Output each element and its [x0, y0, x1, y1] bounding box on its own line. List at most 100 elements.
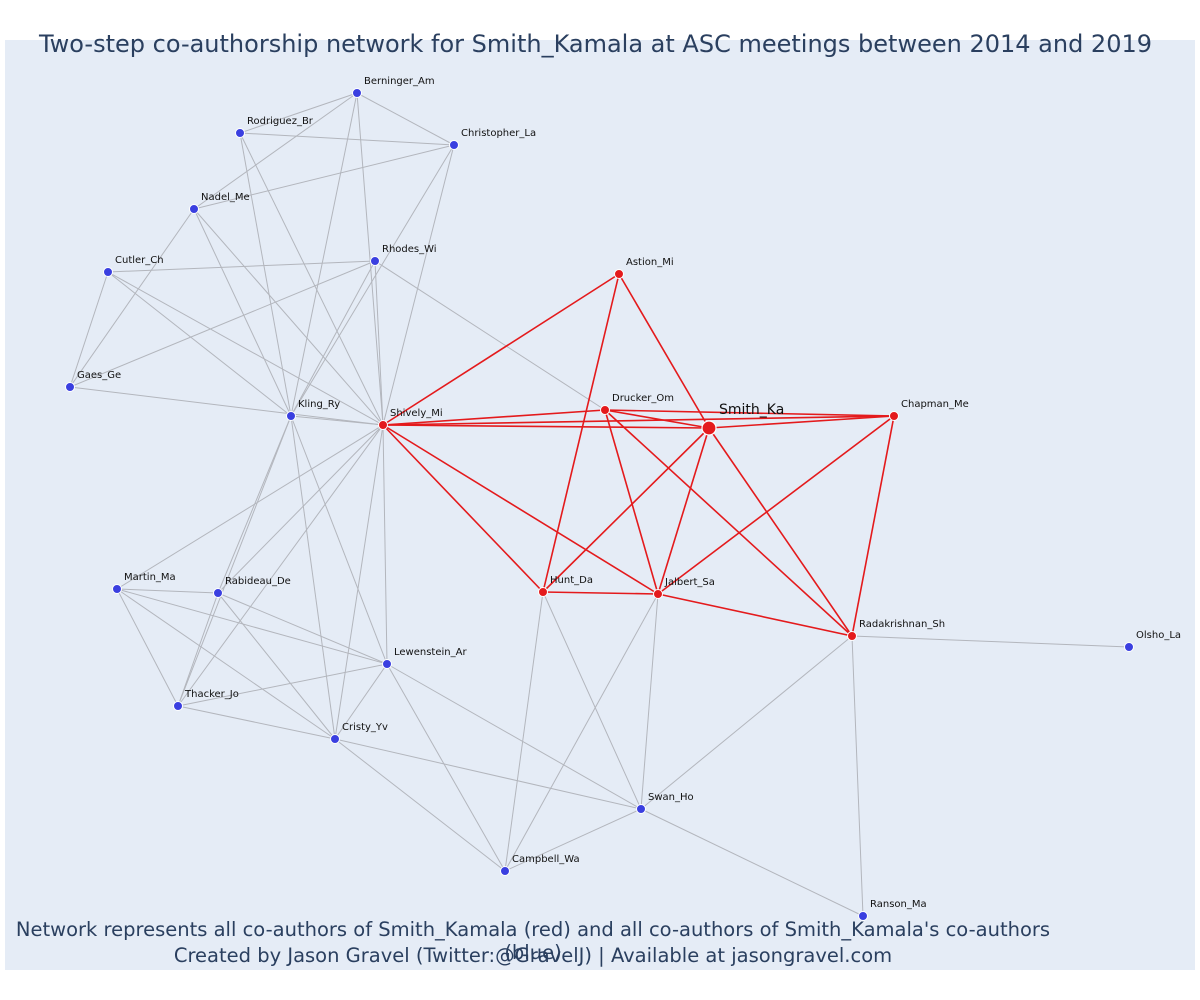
- edge-Shively_Mi-Chapman_Me: [382, 415, 895, 426]
- edge-Kling_Ry-Cristy_Yv: [290, 415, 336, 740]
- node-Shively_Mi[interactable]: [378, 420, 388, 430]
- node-Rodriguez_Br[interactable]: [235, 128, 245, 138]
- node-Astion_Mi[interactable]: [614, 269, 624, 279]
- edge-Radakrishnan_Sh-Olsho_La: [851, 635, 1130, 648]
- node-label-Cutler_Ch: Cutler_Ch: [115, 255, 164, 266]
- node-Chapman_Me[interactable]: [889, 411, 899, 421]
- node-label-Rhodes_Wi: Rhodes_Wi: [382, 244, 437, 255]
- node-Swan_Ho[interactable]: [636, 804, 646, 814]
- caption-line-2: Created by Jason Gravel (Twitter:@Gravel…: [173, 944, 893, 967]
- node-label-Nadel_Me: Nadel_Me: [201, 192, 250, 203]
- node-Nadel_Me[interactable]: [189, 204, 199, 214]
- node-label-Cristy_Yv: Cristy_Yv: [342, 722, 388, 733]
- edge-Berninger_Am-Shively_Mi: [356, 92, 384, 426]
- edge-Nadel_Me-Gaes_Ge: [69, 208, 195, 388]
- edge-Lewenstein_Ar-Campbell_Wa: [386, 663, 506, 872]
- node-label-Shively_Mi: Shively_Mi: [390, 408, 443, 419]
- edge-Berninger_Am-Rodriguez_Br: [239, 92, 358, 134]
- edge-Smith_Ka-Drucker_Om: [604, 409, 710, 429]
- edge-Martin_Ma-Thacker_Jo: [116, 588, 179, 707]
- node-label-Hunt_Da: Hunt_Da: [550, 575, 593, 586]
- edge-Rabideau_De-Cristy_Yv: [217, 592, 336, 740]
- node-label-Lewenstein_Ar: Lewenstein_Ar: [394, 647, 467, 658]
- edge-Kling_Ry-Shively_Mi: [290, 415, 384, 426]
- edge-Cristy_Yv-Swan_Ho: [334, 738, 642, 810]
- node-Kling_Ry[interactable]: [286, 411, 296, 421]
- edge-Rabideau_De-Lewenstein_Ar: [217, 592, 388, 665]
- edge-Gaes_Ge-Shively_Mi: [69, 386, 384, 426]
- edge-Shively_Mi-Martin_Ma: [116, 424, 384, 590]
- node-label-Ranson_Ma: Ranson_Ma: [870, 899, 927, 910]
- edge-Rabideau_De-Thacker_Jo: [177, 592, 219, 707]
- edge-Nadel_Me-Kling_Ry: [193, 208, 292, 417]
- plot-area: Smith_Ka Astion_Mi Drucker_Om Chapman_Me Shi…: [5, 40, 1195, 970]
- edge-Martin_Ma-Rabideau_De: [116, 588, 219, 594]
- edge-Astion_Mi-Hunt_Da: [542, 273, 620, 593]
- node-label-Thacker_Jo: Thacker_Jo: [184, 689, 239, 700]
- edge-Smith_Ka-Radakrishnan_Sh: [708, 427, 853, 637]
- edge-Rhodes_Wi-Shively_Mi: [374, 260, 384, 426]
- node-label-Kling_Ry: Kling_Ry: [298, 399, 340, 410]
- node-Lewenstein_Ar[interactable]: [382, 659, 392, 669]
- node-Rabideau_De[interactable]: [213, 588, 223, 598]
- edge-Cutler_Ch-Shively_Mi: [107, 271, 384, 426]
- node-label-Christopher_La: Christopher_La: [461, 128, 536, 139]
- edge-Shively_Mi-Thacker_Jo: [177, 424, 384, 707]
- edge-Swan_Ho-Radakrishnan_Sh: [640, 635, 853, 810]
- node-Smith_Ka[interactable]: [701, 420, 717, 436]
- node-Campbell_Wa[interactable]: [500, 866, 510, 876]
- edge-Rhodes_Wi-Gaes_Ge: [69, 260, 376, 388]
- edge-Rodriguez_Br-Kling_Ry: [239, 132, 292, 417]
- edge-Jalbert_Sa-Swan_Ho: [640, 593, 659, 810]
- edge-Christopher_La-Shively_Mi: [382, 144, 455, 426]
- node-label-Campbell_Wa: Campbell_Wa: [512, 854, 580, 865]
- edge-Shively_Mi-Hunt_Da: [382, 424, 544, 593]
- edge-Shively_Mi-Cristy_Yv: [334, 424, 384, 740]
- edges-layer: [69, 92, 1130, 917]
- node-label-Swan_Ho: Swan_Ho: [648, 792, 694, 803]
- node-Gaes_Ge[interactable]: [65, 382, 75, 392]
- edge-Chapman_Me-Radakrishnan_Sh: [851, 415, 895, 637]
- edge-Rodriguez_Br-Christopher_La: [239, 132, 455, 146]
- network-graph: Smith_Ka Astion_Mi Drucker_Om Chapman_Me Shi…: [65, 76, 1181, 921]
- node-label-Drucker_Om: Drucker_Om: [612, 393, 674, 404]
- node-label-Smith_Ka: Smith_Ka: [719, 402, 784, 418]
- node-Cutler_Ch[interactable]: [103, 267, 113, 277]
- chart-title: Two-step co-authorship network for Smith…: [38, 30, 1153, 58]
- node-label-Radakrishnan_Sh: Radakrishnan_Sh: [859, 619, 945, 630]
- edge-Christopher_La-Kling_Ry: [290, 144, 455, 417]
- node-Ranson_Ma[interactable]: [858, 911, 868, 921]
- node-Radakrishnan_Sh[interactable]: [847, 631, 857, 641]
- node-label-Rodriguez_Br: Rodriguez_Br: [247, 116, 314, 127]
- edge-Hunt_Da-Campbell_Wa: [504, 591, 544, 872]
- edge-Radakrishnan_Sh-Ranson_Ma: [851, 635, 864, 917]
- edge-Lewenstein_Ar-Swan_Ho: [386, 663, 642, 810]
- edge-Nadel_Me-Shively_Mi: [193, 208, 384, 426]
- edge-Swan_Ho-Campbell_Wa: [504, 808, 642, 872]
- node-Christopher_La[interactable]: [449, 140, 459, 150]
- edge-Chapman_Me-Jalbert_Sa: [657, 415, 895, 595]
- node-Thacker_Jo[interactable]: [173, 701, 183, 711]
- edge-Rodriguez_Br-Shively_Mi: [239, 132, 384, 426]
- edge-Smith_Ka-Jalbert_Sa: [657, 427, 710, 595]
- edge-Lewenstein_Ar-Cristy_Yv: [334, 663, 388, 740]
- node-Rhodes_Wi[interactable]: [370, 256, 380, 266]
- labels-layer: Smith_Ka Astion_Mi Drucker_Om Chapman_Me Shi…: [77, 76, 1181, 910]
- node-label-Chapman_Me: Chapman_Me: [901, 399, 969, 410]
- node-Cristy_Yv[interactable]: [330, 734, 340, 744]
- edge-Smith_Ka-Hunt_Da: [542, 427, 710, 593]
- edge-Berninger_Am-Christopher_La: [356, 92, 455, 146]
- node-Hunt_Da[interactable]: [538, 587, 548, 597]
- edge-Martin_Ma-Cristy_Yv: [116, 588, 336, 740]
- node-Drucker_Om[interactable]: [600, 405, 610, 415]
- node-Martin_Ma[interactable]: [112, 584, 122, 594]
- edge-Shively_Mi-Drucker_Om: [382, 409, 606, 426]
- edge-Drucker_Om-Chapman_Me: [604, 409, 895, 417]
- edge-Rhodes_Wi-Drucker_Om: [374, 260, 606, 411]
- node-Olsho_La[interactable]: [1124, 642, 1134, 652]
- node-Jalbert_Sa[interactable]: [653, 589, 663, 599]
- node-Berninger_Am[interactable]: [352, 88, 362, 98]
- edge-Thacker_Jo-Lewenstein_Ar: [177, 663, 388, 707]
- node-label-Gaes_Ge: Gaes_Ge: [77, 370, 121, 381]
- edge-Hunt_Da-Swan_Ho: [542, 591, 642, 810]
